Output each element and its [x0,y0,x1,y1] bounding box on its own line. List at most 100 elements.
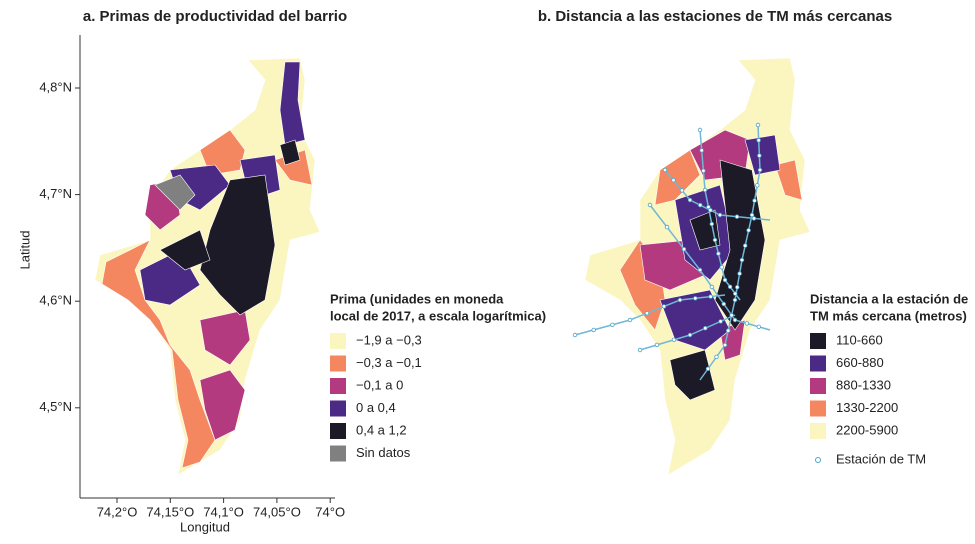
legend-swatch [330,423,346,439]
legend-label: Estación de TM [836,451,926,466]
tm-station [735,285,740,290]
district [714,159,766,331]
panel-title: a. Primas de productividad del barrio [83,8,347,25]
x-tick-label: 74,05°O [253,504,301,519]
tm-station [687,332,693,338]
tm-line [664,169,771,221]
legend-swatch [330,400,346,417]
tm-station [661,304,667,309]
district [279,139,301,166]
legend-swatch [810,333,826,349]
tm-station [755,183,760,188]
tm-station [699,148,704,153]
tm-station [752,198,757,203]
legend-swatch [330,445,346,462]
tm-station [591,327,596,333]
tm-station [677,297,683,303]
legend-label: 0 a 0,4 [356,400,396,415]
tm-station [697,267,703,273]
tm-station [757,167,763,173]
tm-station [693,296,698,301]
tm-station [732,317,738,323]
legend-swatch [810,355,826,372]
panel-title: b. Distancia a las estaciones de TM más … [538,8,892,25]
tm-station [722,342,728,348]
legend-label: −1,9 a −0,3 [356,332,422,347]
x-tick-label: 74,2°O [97,504,138,519]
tm-station [701,168,706,173]
tm-station [727,284,733,289]
district [669,349,716,401]
tm-station [681,246,687,252]
tm-station [679,188,685,193]
tm-station [714,354,719,360]
tm-station [729,313,734,318]
legend-title: Prima (unidades en moneda [330,291,504,306]
tm-station [716,251,721,256]
tm-station [722,277,728,283]
tm-station [702,187,708,193]
district [744,134,781,176]
tm-station [744,321,750,326]
tm-station [697,127,703,133]
tm-station [719,265,724,270]
tm-station [610,322,615,327]
legend-swatch [330,333,346,349]
tm-station [751,216,757,221]
tm-station [756,324,761,329]
tm-station [721,301,726,307]
tm-station [726,328,731,333]
tm-station [746,228,751,233]
x-tick-label: 74,1°O [203,504,244,519]
tm-stations [572,122,763,371]
tm-station [712,237,718,243]
tm-station [637,347,643,353]
tm-station [708,207,713,213]
tm-station [703,326,708,331]
x-tick-label: 74°O [315,504,345,519]
district [199,369,246,441]
tm-line [574,294,726,336]
legend-label: 660-880 [836,355,884,370]
legend-swatch [810,378,826,394]
tm-station [717,212,723,218]
tm-station [734,214,740,219]
legend-swatch [330,378,346,394]
y-tick-label: 4,5°N [39,399,72,414]
x-axis-label: Longitud [180,519,230,534]
tm-station [654,342,660,348]
legend-label: 880-1330 [836,377,891,392]
tm-station [757,153,762,158]
tm-station [709,221,714,227]
tm-station [706,204,711,210]
legend-label: 1330-2200 [836,400,898,415]
y-tick-label: 4,7°N [39,186,72,201]
legend-swatch [810,400,826,417]
tm-station [705,366,711,371]
tm-station [737,271,742,276]
tm-station [718,319,723,324]
legend-label: 110-660 [836,332,883,347]
tm-station [627,317,633,323]
legend-label: 0,4 a 1,2 [356,422,407,437]
legend-title: local de 2017, a escala logarítmica) [330,308,546,323]
tm-line [649,204,771,331]
legend-label: −0,1 a 0 [356,377,403,392]
district [654,149,701,206]
district [159,229,211,271]
legend-label: −0,3 a −0,1 [356,355,422,370]
legend-station [815,457,821,463]
district [689,209,721,251]
tm-station [709,284,715,290]
legend-swatch [810,423,826,439]
tm-station [664,224,670,230]
y-axis-label: Latitud [17,230,32,269]
tm-station [647,202,653,208]
tm-station [671,177,676,183]
map-a [94,57,321,476]
legend-title: Distancia a la estación de [810,291,968,306]
district [199,174,276,316]
tm-station [749,212,755,218]
legend-label: 2200-5900 [836,422,898,437]
